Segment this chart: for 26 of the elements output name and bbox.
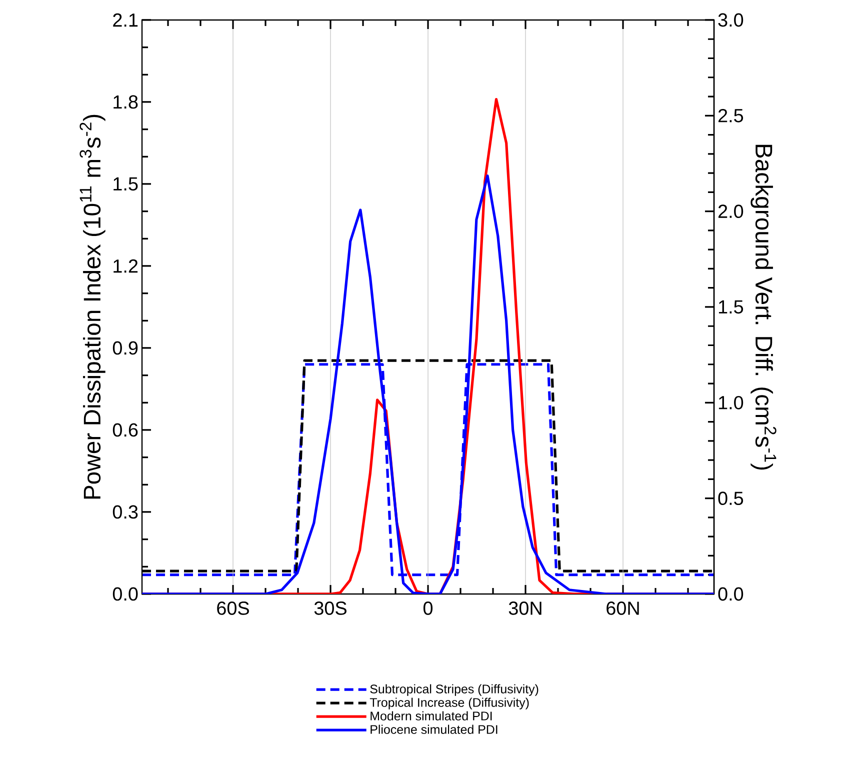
y-tick-label: 0.3 xyxy=(112,505,138,519)
x-tick-label: 60N xyxy=(606,602,639,615)
y-tick-label: 0.0 xyxy=(112,587,138,601)
y2-tick-label: 0.5 xyxy=(718,492,744,506)
y2-tick-label: 2.0 xyxy=(718,204,744,218)
x-tick-label: 30S xyxy=(314,602,346,615)
y-axis-title: Power Dissipation Index (10$^{11}$ m$^{3}$s$^{-2}$) xyxy=(80,114,106,499)
legend-label: Subtropical Stripes (Diffusivity) xyxy=(370,684,538,696)
y-tick-label: 0.6 xyxy=(112,423,138,437)
y-tick-label: 2.1 xyxy=(113,13,138,27)
x-tick-label: 0 xyxy=(423,602,433,615)
y2-tick-label: 2.5 xyxy=(718,108,744,122)
legend-label: Pliocene simulated PDI xyxy=(370,724,498,734)
y2-tick-label: 1.0 xyxy=(718,396,744,410)
legend-label: Tropical Increase (Diffusivity) xyxy=(370,698,529,710)
x-tick-label: 30N xyxy=(508,602,542,615)
legend-label: Modern simulated PDI xyxy=(370,711,492,720)
y-tick-label: 1.5 xyxy=(114,177,138,191)
y2-tick-label: 3.0 xyxy=(718,13,744,27)
y-tick-label: 1.2 xyxy=(114,259,138,273)
x-tick-label: 60S xyxy=(217,602,249,615)
y-tick-label: 0.9 xyxy=(112,341,138,355)
y2-tick-label: 0.0 xyxy=(718,587,744,601)
y2-axis-title: Background Vert. Diff. (cm$^{2}$s$^{-1}$) xyxy=(750,144,776,470)
y2-tick-label: 1.5 xyxy=(718,300,744,314)
y-tick-label: 1.8 xyxy=(114,95,138,109)
